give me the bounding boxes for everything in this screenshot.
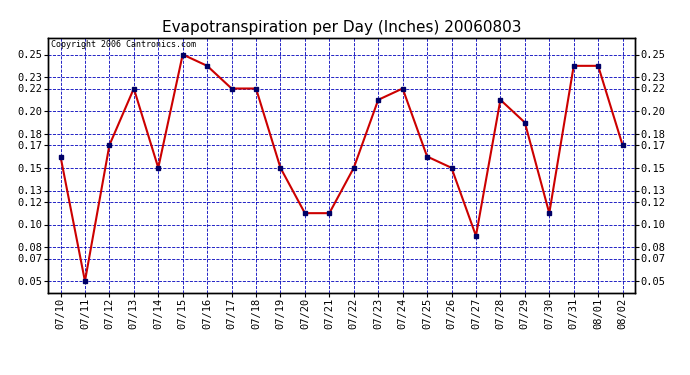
Title: Evapotranspiration per Day (Inches) 20060803: Evapotranspiration per Day (Inches) 2006… xyxy=(161,20,522,35)
Text: Copyright 2006 Cantronics.com: Copyright 2006 Cantronics.com xyxy=(51,40,196,49)
